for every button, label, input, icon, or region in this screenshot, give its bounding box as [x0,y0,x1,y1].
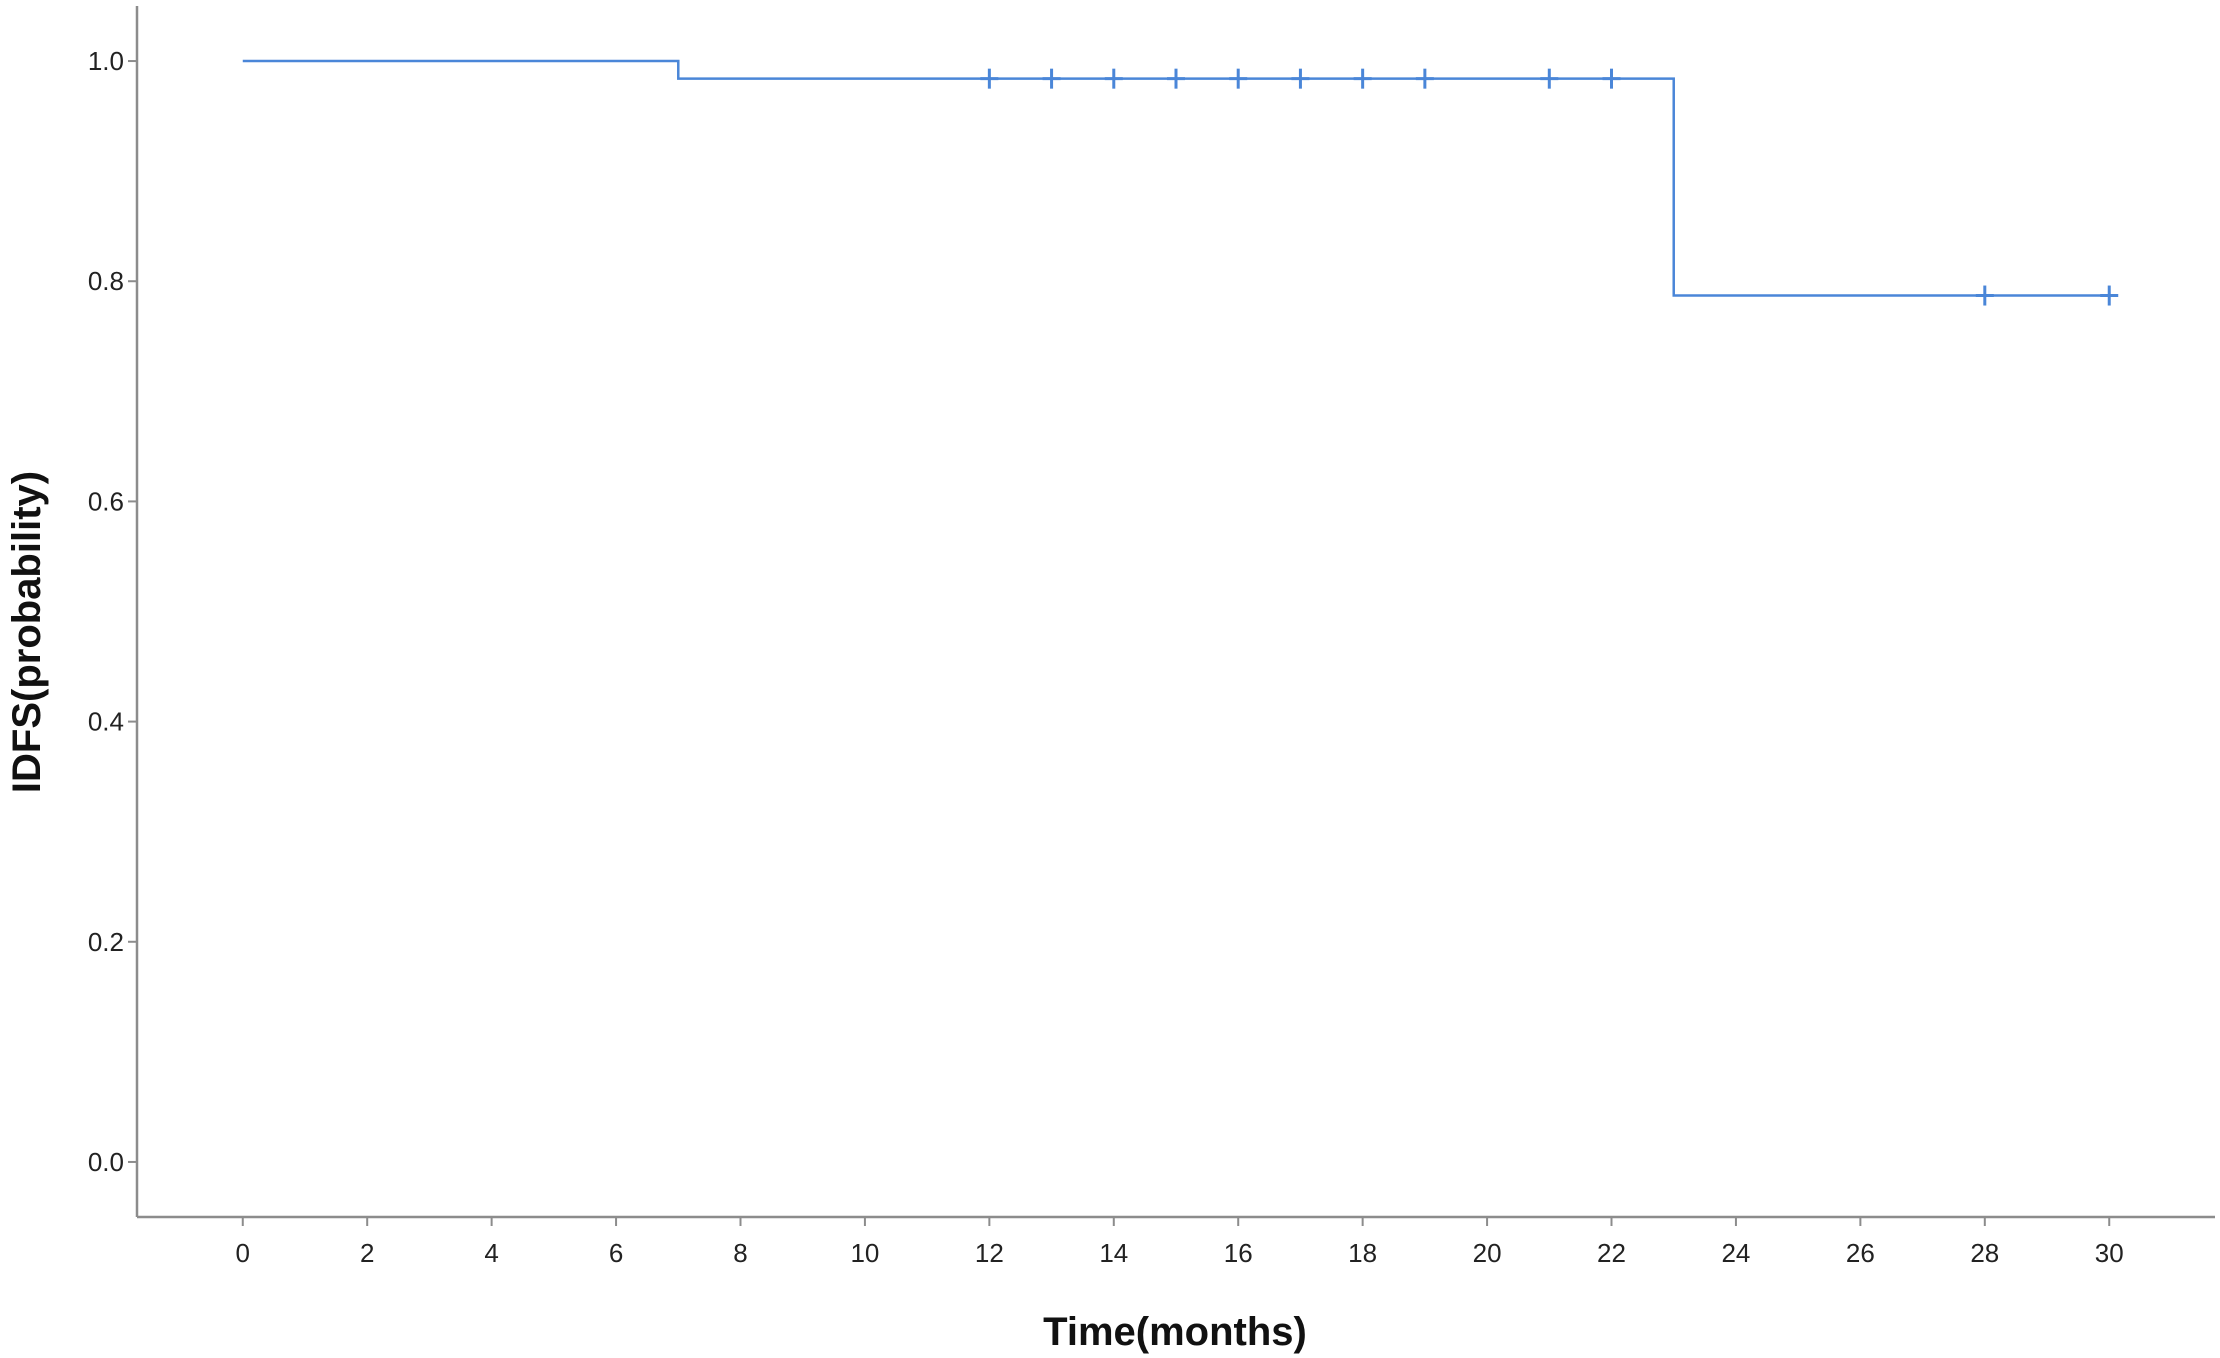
x-tick-label: 30 [2095,1238,2124,1268]
y-tick-label: 0.2 [88,927,124,957]
censor-mark [1167,68,1185,89]
x-axis-title: Time(months) [1043,1310,1307,1354]
x-tick-label: 18 [1348,1238,1377,1268]
y-axis-title: IDFS(probability) [5,471,49,793]
x-tick-label: 8 [733,1238,747,1268]
x-tick-label: 20 [1473,1238,1502,1268]
censor-mark [1042,68,1061,89]
censor-mark [1975,285,1994,306]
x-tick-label: 22 [1597,1238,1626,1268]
plot-area [242,59,2119,306]
x-tick-label: 6 [609,1238,623,1268]
y-tick-label: 0.8 [88,266,124,296]
x-tick-label: 16 [1224,1238,1253,1268]
censor-mark [1353,68,1372,89]
x-tick-label: 0 [236,1238,250,1268]
censor-mark [980,68,999,89]
y-tick-label: 0.6 [88,486,124,516]
censor-mark [2100,285,2119,306]
x-tick-label: 14 [1099,1238,1128,1268]
y-axis-ticks: 0.0 0.2 0.4 0.6 0.8 1.0 [88,46,137,1177]
censor-mark [1291,68,1310,89]
survival-step-line [242,59,2110,297]
x-tick-label: 12 [975,1238,1004,1268]
y-tick-label: 0.0 [88,1147,124,1177]
y-tick-label: 0.4 [88,707,124,737]
x-tick-label: 10 [850,1238,879,1268]
x-tick-label: 26 [1846,1238,1875,1268]
x-tick-label: 4 [484,1238,498,1268]
censor-mark [1602,68,1621,89]
censor-mark [1104,68,1123,89]
x-tick-label: 28 [1970,1238,1999,1268]
y-tick-label: 1.0 [88,46,124,76]
x-tick-label: 24 [1721,1238,1750,1268]
censor-mark [1229,68,1248,89]
x-tick-label: 2 [360,1238,374,1268]
x-axis-ticks: 0 2 4 6 8 10 12 14 16 18 20 22 24 26 28 30 [236,1217,2124,1268]
censor-mark [1415,68,1434,89]
axes [135,6,2215,1219]
censor-mark [1540,68,1559,89]
